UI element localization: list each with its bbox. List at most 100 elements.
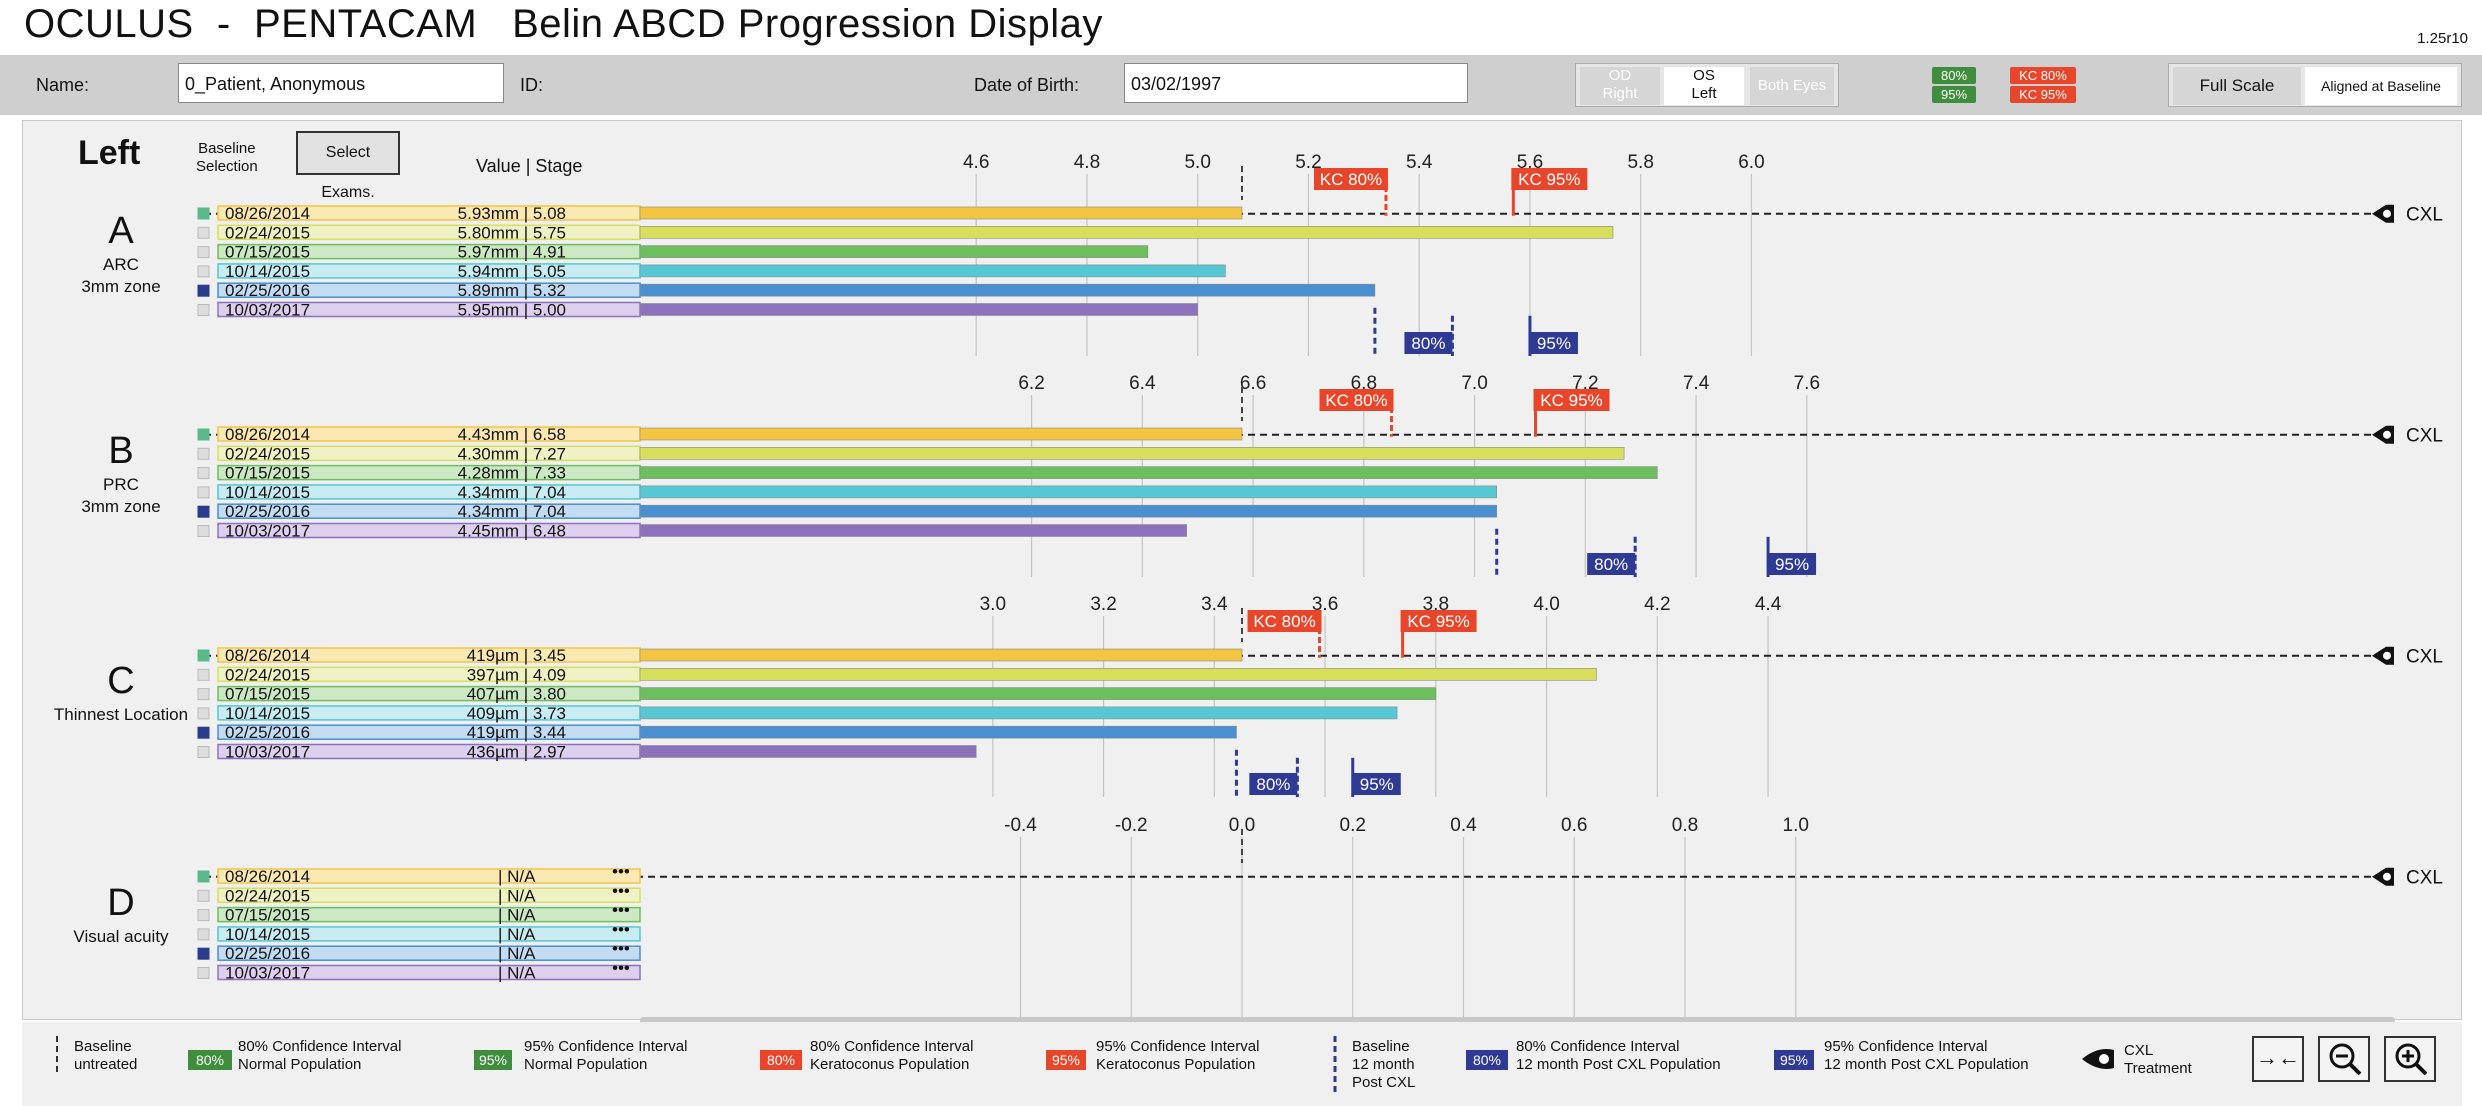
- tick-label-b: 7.0: [1461, 373, 1487, 394]
- row-selector-b: [197, 525, 210, 537]
- app-title: OCULUS - PENTACAM Belin ABCD Progression…: [24, 2, 1103, 46]
- cxl-label-d: CXL: [2406, 868, 2443, 889]
- section-d-letter: D: [107, 882, 135, 924]
- post80-label-a: 80%: [1411, 334, 1445, 353]
- zoom-fit-button[interactable]: →←: [2252, 1036, 2304, 1082]
- aligned-baseline-button[interactable]: Aligned at Baseline: [2305, 67, 2457, 105]
- ci-green-95-toggle[interactable]: 95%: [1932, 86, 1976, 103]
- tick-label-b: 6.6: [1240, 373, 1266, 394]
- section-b-name-line1: PRC: [103, 475, 139, 494]
- eye-both-button[interactable]: Both Eyes: [1750, 67, 1834, 105]
- eye-os-button[interactable]: OS Left: [1664, 67, 1744, 105]
- section-a-name-line2: 3mm zone: [81, 277, 161, 296]
- dob-field[interactable]: 03/02/1997: [1124, 63, 1468, 103]
- legend-box-95-post: 95%: [1774, 1050, 1814, 1070]
- ci-red-80-toggle[interactable]: KC 80%: [2010, 67, 2076, 84]
- section-c-letter: C: [107, 660, 135, 702]
- row-box-d: [217, 945, 641, 961]
- row-date-c: 10/14/2015: [225, 704, 310, 723]
- tick-label-d: 0.8: [1672, 815, 1698, 836]
- baseline-selection-line2: Selection: [196, 158, 258, 175]
- row-date-a: 02/25/2016: [225, 281, 310, 300]
- eye-od-side: Right: [1602, 85, 1638, 102]
- row-value-b: 4.34mm | 7.04: [458, 483, 566, 502]
- tick-label-a: 5.2: [1295, 152, 1321, 173]
- row-more-d: •••: [612, 901, 630, 920]
- row-date-a: 08/26/2014: [225, 204, 310, 223]
- ci-green-80-toggle[interactable]: 80%: [1932, 67, 1976, 84]
- kc80-box-b: [1319, 389, 1394, 411]
- dob-label: Date of Birth:: [974, 75, 1080, 95]
- post80-label-b: 80%: [1594, 555, 1628, 574]
- stage-bar-b: [639, 466, 1658, 479]
- stage-bar-b: [639, 524, 1187, 537]
- post80-box-c: [1249, 773, 1298, 795]
- zoom-in-button[interactable]: [2384, 1036, 2436, 1082]
- row-value-b: 4.43mm | 6.58: [458, 425, 566, 444]
- row-value-b: 4.30mm | 7.27: [458, 444, 566, 463]
- row-value-c: 397µm | 4.09: [467, 665, 566, 684]
- name-field[interactable]: 0_Patient, Anonymous: [178, 63, 504, 103]
- stage-bar-b: [639, 485, 1498, 499]
- cxl-label-c: CXL: [2406, 647, 2443, 668]
- row-value-a: 5.94mm | 5.05: [458, 262, 566, 281]
- tick-label-b: 7.4: [1683, 373, 1710, 394]
- section-d-name: Visual acuity: [73, 927, 169, 946]
- legend-post-baseline-marker: [1333, 1036, 1337, 1092]
- tick-label-a: 6.0: [1738, 152, 1764, 173]
- kc80-label-b: KC 80%: [1325, 391, 1387, 410]
- row-selector-d: [197, 947, 210, 960]
- legend-ci80-post-line1: 80% Confidence Interval: [1516, 1038, 1680, 1055]
- row-date-a: 02/24/2015: [225, 223, 310, 242]
- row-date-d: 10/14/2015: [225, 925, 310, 944]
- cxl-eye-pupil-b: [2383, 430, 2391, 439]
- legend-box-80-normal: 80%: [188, 1050, 232, 1070]
- legend-baseline-untreated: Baseline untreated: [74, 1038, 137, 1074]
- row-value-a: 5.89mm | 5.32: [458, 281, 566, 300]
- row-selector-b: [197, 467, 210, 480]
- kc95-label-b: KC 95%: [1540, 391, 1602, 410]
- tick-label-c: 3.4: [1201, 594, 1228, 615]
- row-value-a: 5.95mm | 5.00: [458, 301, 566, 320]
- row-more-d: •••: [612, 959, 630, 978]
- legend-baseline-marker: [56, 1036, 58, 1076]
- id-field[interactable]: [574, 63, 644, 103]
- tick-label-b: 6.2: [1018, 373, 1044, 394]
- section-a-name: ARC 3mm zone: [46, 254, 196, 298]
- stage-bar-c: [639, 745, 977, 758]
- stage-bar-b: [639, 446, 1625, 460]
- select-exams-button[interactable]: Select Exams.: [296, 131, 400, 201]
- legend-baseline-post-line3: Post CXL: [1352, 1074, 1416, 1091]
- tick-label-c: 4.4: [1755, 594, 1782, 615]
- eye-od-button[interactable]: OD Right: [1580, 67, 1660, 105]
- zoom-out-button[interactable]: [2318, 1036, 2370, 1082]
- legend-ci80-normal-line2: Normal Population: [238, 1056, 362, 1073]
- legend-panel: [22, 1022, 2462, 1106]
- row-value-a: 5.97mm | 4.91: [458, 243, 566, 262]
- stage-bar-c: [639, 667, 1597, 681]
- row-more-d: •••: [612, 881, 630, 900]
- full-scale-button[interactable]: Full Scale: [2173, 67, 2301, 105]
- tick-label-b: 6.4: [1129, 373, 1156, 394]
- legend-ci80-kc-line1: 80% Confidence Interval: [810, 1038, 974, 1055]
- ci-red-95-toggle[interactable]: KC 95%: [2010, 86, 2076, 103]
- kc95-box-b: [1533, 389, 1610, 411]
- legend-ci95-post-line1: 95% Confidence Interval: [1824, 1038, 1988, 1055]
- stage-bar-a: [639, 264, 1226, 278]
- legend-baseline-untreated-line2: untreated: [74, 1056, 138, 1073]
- zoom-out-icon: [2329, 1043, 2362, 1076]
- post80-box-a: [1404, 332, 1453, 354]
- kc95-box-c: [1400, 610, 1477, 632]
- row-value-c: 419µm | 3.44: [467, 723, 566, 742]
- row-value-a: 5.93mm | 5.08: [458, 204, 566, 223]
- stage-bar-c: [639, 706, 1398, 720]
- row-date-d: 10/03/2017: [225, 964, 310, 983]
- zoom-in-icon: [2395, 1043, 2428, 1076]
- post95-box-c: [1352, 773, 1401, 795]
- row-value-d: | N/A: [498, 867, 536, 886]
- legend-baseline-post-line1: Baseline: [1352, 1038, 1410, 1055]
- section-c-name: Thinnest Location: [53, 705, 189, 724]
- name-label: Name:: [36, 75, 90, 95]
- post80-label-c: 80%: [1256, 775, 1290, 794]
